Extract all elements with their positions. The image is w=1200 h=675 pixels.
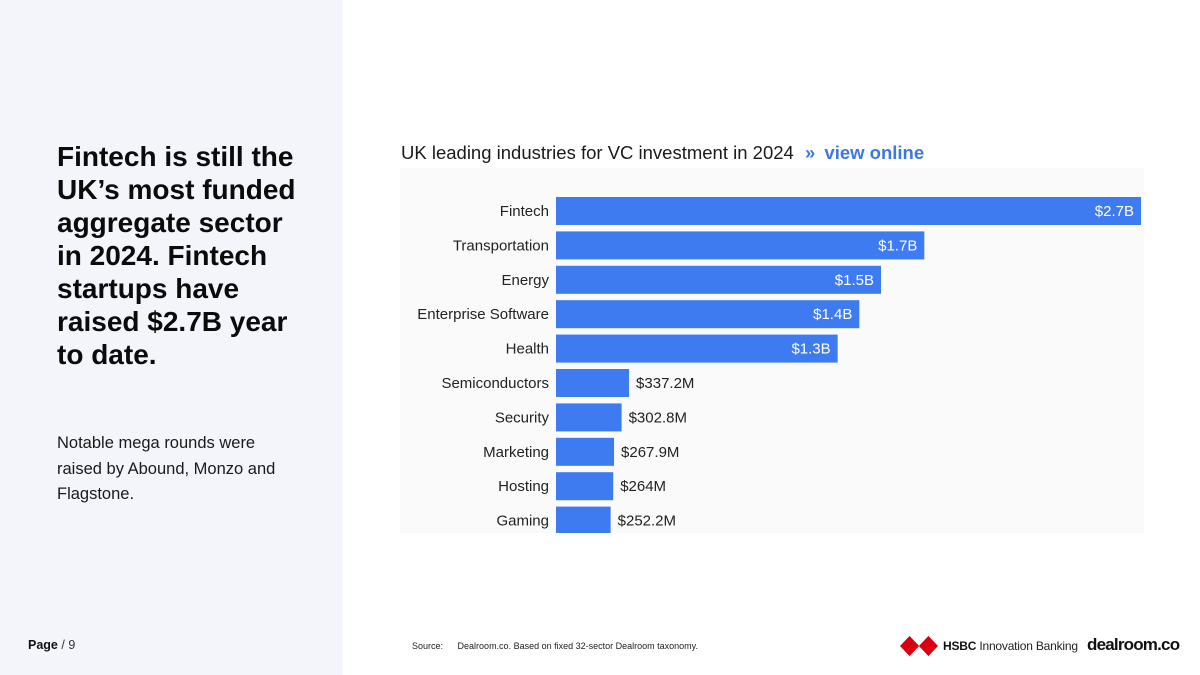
category-label: Hosting <box>498 478 549 495</box>
left-panel <box>0 0 343 675</box>
subtext: Notable mega rounds were raised by Aboun… <box>57 434 276 503</box>
value-label: $267.9M <box>621 444 679 461</box>
value-label: $252.2M <box>618 513 676 530</box>
category-label: Health <box>506 341 549 358</box>
value-label: $2.7B <box>1095 203 1134 220</box>
category-label: Fintech <box>500 203 549 220</box>
value-label: $264M <box>620 478 666 495</box>
source-note: Source: Dealroom.co. Based on fixed 32-s… <box>412 641 698 651</box>
chart-title-text: UK leading industries for VC investment … <box>401 142 794 163</box>
category-label: Transportation <box>453 237 549 254</box>
category-label: Semiconductors <box>441 375 549 392</box>
hsbc-hexagon-icon <box>900 636 938 656</box>
source-key: Source: <box>412 641 444 651</box>
value-label: $1.3B <box>791 341 830 358</box>
bar <box>556 437 615 466</box>
source-text: Dealroom.co. Based on fixed 32-sector De… <box>457 641 698 651</box>
bar <box>556 300 860 329</box>
category-label: Energy <box>501 272 549 289</box>
category-label: Gaming <box>496 513 549 530</box>
category-label: Enterprise Software <box>417 306 549 323</box>
value-label: $302.8M <box>629 409 687 426</box>
bar <box>556 506 611 533</box>
bar <box>556 369 630 397</box>
page-indicator: Page / 9 <box>28 638 75 652</box>
page-label: Page <box>28 638 58 652</box>
bar-chart: Fintech $2.7B Transportation $1.7B Energy $1.… <box>417 197 1141 533</box>
category-label: Marketing <box>483 444 549 461</box>
value-label: $1.5B <box>835 272 874 289</box>
bar <box>556 231 925 260</box>
value-label: $337.2M <box>636 375 694 392</box>
chevron-right-icon: » <box>804 142 816 163</box>
bar <box>556 197 1141 225</box>
chart-title: UK leading industries for VC investment … <box>401 142 924 164</box>
value-label: $1.7B <box>878 237 917 254</box>
category-label: Security <box>495 409 550 426</box>
bar <box>556 334 838 363</box>
hsbc-logo: HSBC Innovation Banking <box>900 636 1078 656</box>
dealroom-logo: dealroom.co <box>1087 635 1180 654</box>
bar <box>556 265 881 294</box>
headline: Fintech is still the UK’s most funded ag… <box>57 141 296 370</box>
view-online-link[interactable]: view online <box>824 142 925 163</box>
value-label: $1.4B <box>813 306 852 323</box>
hsbc-wordmark: HSBC Innovation Banking <box>943 639 1078 653</box>
bar <box>556 472 614 501</box>
hsbc-bold: HSBC <box>943 639 977 653</box>
page-number: / 9 <box>61 638 76 652</box>
hsbc-rest: Innovation Banking <box>979 639 1078 653</box>
bar <box>556 403 622 432</box>
